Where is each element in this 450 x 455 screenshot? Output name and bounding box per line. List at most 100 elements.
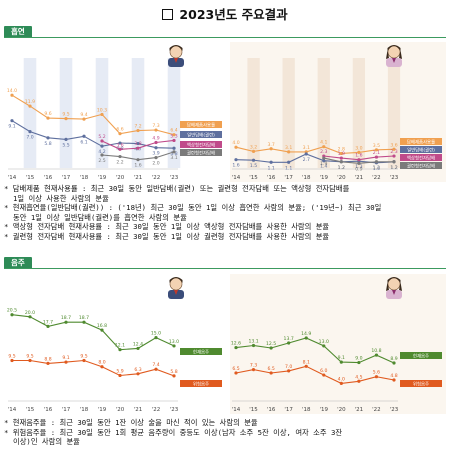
year-band: [247, 58, 260, 168]
data-point: [374, 375, 379, 379]
data-point: [28, 130, 32, 134]
year-band: [317, 58, 330, 168]
x-tick-label: '20: [337, 175, 346, 181]
x-tick-label: '18: [302, 175, 311, 181]
data-label: 11.9: [25, 99, 35, 105]
data-point: [339, 151, 343, 156]
data-point: [118, 147, 122, 151]
year-band: [387, 58, 401, 168]
legend-swatch: [400, 146, 442, 153]
data-point: [251, 368, 256, 372]
data-point: [154, 140, 158, 145]
data-point: [136, 158, 140, 162]
x-tick-label: '15: [249, 407, 258, 413]
data-label: 3.9: [152, 151, 159, 157]
data-point: [28, 315, 32, 319]
data-point: [172, 138, 176, 143]
data-label: 4.0: [338, 376, 345, 382]
data-label: 6.4: [170, 128, 177, 134]
data-label: 3.1: [303, 145, 310, 151]
legend-swatch: [180, 141, 222, 148]
section-divider: [4, 268, 446, 269]
data-label: 4.1: [320, 140, 327, 146]
person-hair: [387, 277, 401, 283]
x-tick-label: '19: [98, 175, 107, 181]
data-label: 5.9: [116, 368, 123, 374]
data-label: 1.3: [355, 164, 362, 170]
data-point: [304, 336, 308, 340]
data-point: [154, 367, 158, 371]
data-label: 5.2: [98, 134, 105, 140]
data-label: 15.0: [151, 331, 161, 337]
chart-smoking-male: '14 '15 '16 '17 '18 '19 '20 '21 '22 '23 14.0 11.9 9.…: [6, 42, 226, 182]
data-point: [136, 372, 140, 376]
data-point: [392, 361, 396, 365]
data-label: 1.2: [338, 165, 345, 171]
legend-swatch: [180, 380, 222, 387]
data-label: 3.1: [285, 145, 292, 151]
data-label: 4.5: [355, 374, 362, 380]
x-tick-label: '23: [170, 407, 179, 413]
data-point: [357, 158, 361, 162]
data-point: [251, 343, 256, 348]
data-point: [100, 112, 104, 117]
data-point: [64, 320, 68, 324]
data-label: 6.0: [320, 368, 327, 374]
data-label: 6.6: [116, 127, 123, 133]
data-point: [287, 341, 291, 345]
data-label: 6.5: [232, 366, 239, 372]
data-label: 1.0: [373, 166, 380, 172]
section-divider: [4, 37, 446, 38]
legend-label: 일반담배(궐련): [187, 131, 215, 138]
chart-smoking-female: '14 '15 '16 '17 '18 '19 '20 '21 '22 '23 4.0 3.2 3.7 3…: [230, 42, 446, 182]
legend-label: 위험음주: [193, 380, 209, 387]
year-band: [131, 58, 145, 168]
data-point: [46, 116, 50, 120]
data-point: [28, 104, 32, 108]
person-icon: [168, 277, 184, 299]
data-label: 1.9: [338, 151, 345, 157]
x-tick-label: '19: [320, 407, 329, 413]
series-line: [235, 365, 395, 384]
data-label: 3.2: [250, 144, 257, 150]
data-label: 13.1: [248, 339, 258, 345]
legend-swatch: [400, 162, 442, 169]
x-tick-label: '17: [62, 407, 71, 413]
legend-swatch: [400, 154, 442, 161]
data-label: 16.8: [97, 323, 107, 329]
data-point: [287, 160, 291, 164]
x-tick-label: '22: [152, 407, 161, 413]
data-label: 8.9: [390, 356, 397, 362]
person-tie: [174, 290, 178, 295]
series-line: [235, 337, 395, 364]
legend-label: 궐련형전자담배: [407, 162, 435, 169]
data-label: 12.1: [115, 343, 125, 349]
x-tick-label: '14: [8, 175, 17, 181]
data-label: 6.1: [80, 139, 87, 145]
data-label: 9.4: [80, 112, 87, 118]
data-label: 7.2: [134, 124, 141, 130]
data-label: 1.9: [320, 161, 327, 167]
data-point: [118, 348, 122, 352]
data-label: 9.5: [8, 353, 15, 359]
data-point: [10, 358, 14, 363]
data-label: 8.8: [44, 356, 51, 362]
data-point: [392, 147, 396, 151]
person-hair: [169, 45, 183, 51]
data-label: 14.9: [301, 331, 311, 337]
legend-label: 현재음주: [413, 352, 429, 359]
data-label: 12.6: [231, 341, 241, 347]
chart-drinking-male: '14 '15 '16 '17 '18 '19 '20 '21 '22 '23 20.5 20.0 17…: [6, 274, 226, 414]
data-label: 12.4: [133, 341, 143, 347]
data-label: 3.8: [134, 141, 141, 147]
x-tick-label: '21: [355, 407, 364, 413]
x-tick-label: '15: [26, 407, 35, 413]
data-point: [154, 336, 158, 340]
data-point: [118, 132, 122, 136]
data-point: [322, 159, 326, 163]
data-label: 5.5: [62, 142, 69, 148]
data-label: 10.8: [371, 348, 381, 354]
legend-label: 담배제품사용률: [407, 138, 435, 145]
legend-label: 현재음주: [193, 348, 209, 355]
data-point: [100, 139, 104, 143]
